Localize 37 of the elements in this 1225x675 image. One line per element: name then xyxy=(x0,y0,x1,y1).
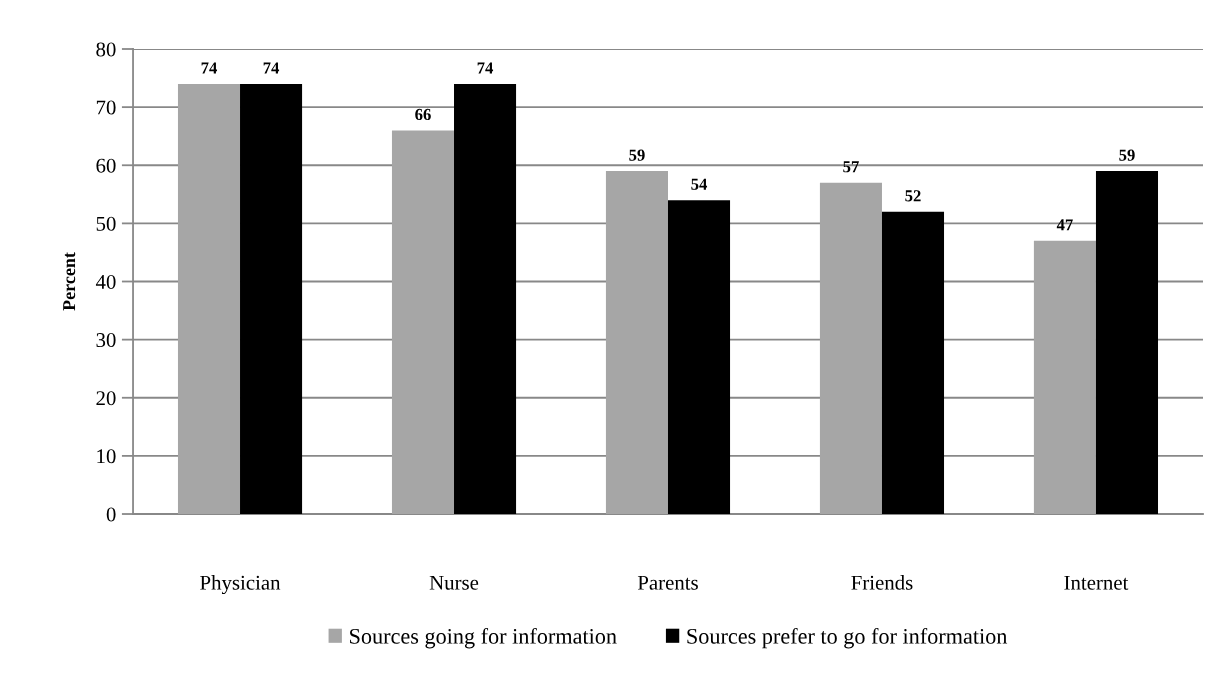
x-tick-label: Physician xyxy=(200,575,281,595)
bar xyxy=(1033,240,1096,515)
y-axis-title: Percent xyxy=(63,252,76,311)
y-tick-label: 80 xyxy=(96,42,116,57)
data-label: 47 xyxy=(1056,219,1073,231)
data-label: 54 xyxy=(691,178,708,190)
data-label: 66 xyxy=(415,108,431,121)
x-tick-label: Nurse xyxy=(429,575,479,590)
bar xyxy=(177,83,241,515)
bar xyxy=(667,200,731,515)
y-tick-label: 30 xyxy=(96,333,116,348)
x-tick-label: Parents xyxy=(637,575,698,590)
bar xyxy=(1095,171,1159,515)
y-tick-label: 20 xyxy=(96,391,116,406)
bar xyxy=(881,211,945,515)
y-tick-label: 60 xyxy=(96,158,116,173)
bar xyxy=(605,171,668,515)
data-label: 57 xyxy=(843,161,859,173)
data-label: 74 xyxy=(263,62,280,74)
data-label: 52 xyxy=(905,190,921,202)
x-tick-label: Friends xyxy=(851,575,913,590)
bar xyxy=(391,130,455,515)
data-label: 74 xyxy=(477,62,494,74)
y-tick-label: 10 xyxy=(97,449,116,464)
bar xyxy=(240,83,303,515)
data-label: 59 xyxy=(629,149,645,161)
y-tick-label: 50 xyxy=(96,216,116,231)
bar xyxy=(454,83,517,515)
legend-label: Sources going for information xyxy=(350,627,617,649)
bar xyxy=(819,182,882,515)
data-label: 74 xyxy=(201,62,218,74)
y-tick-label: 40 xyxy=(95,274,116,289)
data-label: 59 xyxy=(1119,149,1135,161)
y-tick-label: 0 xyxy=(106,507,116,522)
y-tick-label: 70 xyxy=(96,100,116,115)
x-tick-label: Internet xyxy=(1064,575,1129,590)
legend-label: Sources prefer to go for information xyxy=(687,627,1008,649)
